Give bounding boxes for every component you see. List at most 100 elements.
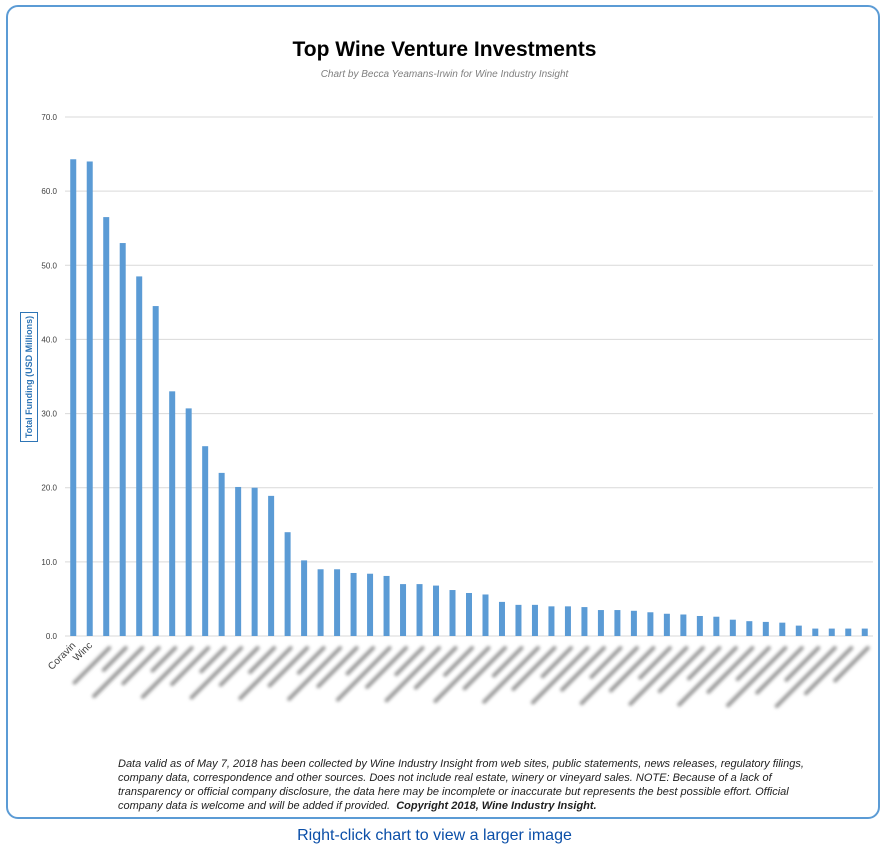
bar xyxy=(383,575,390,636)
obscured-label xyxy=(511,646,557,692)
bar xyxy=(713,616,720,636)
bar xyxy=(630,610,637,636)
bar xyxy=(268,495,275,636)
bar xyxy=(284,532,291,636)
bar xyxy=(581,607,588,636)
bar xyxy=(218,472,225,636)
obscured-label xyxy=(608,646,656,693)
obscured-label xyxy=(755,646,804,695)
obscured-label xyxy=(735,646,771,682)
disclaimer-text: Data valid as of May 7, 2018 has been co… xyxy=(118,758,804,812)
obscured-label xyxy=(774,646,837,708)
obscured-label xyxy=(413,646,458,690)
y-tick-label: 40.0 xyxy=(41,335,57,344)
y-tick-label: 10.0 xyxy=(41,558,57,567)
obscured-label xyxy=(686,646,722,681)
obscured-label xyxy=(267,646,310,688)
obscured-label xyxy=(170,646,211,687)
y-tick-label: 20.0 xyxy=(41,484,57,493)
obscured-label xyxy=(150,646,178,673)
obscured-label xyxy=(189,646,244,700)
bar xyxy=(498,601,505,636)
y-tick-label: 50.0 xyxy=(41,261,57,270)
obscured-x-labels xyxy=(72,646,870,708)
obscured-label xyxy=(92,646,145,699)
obscured-label xyxy=(443,646,474,677)
y-tick-label: 60.0 xyxy=(41,187,57,196)
obscured-label xyxy=(121,646,161,686)
obscured-label xyxy=(365,646,409,689)
bar xyxy=(301,560,308,636)
obscured-label xyxy=(677,646,738,707)
bar xyxy=(152,306,159,636)
obscured-label xyxy=(804,646,854,696)
bar xyxy=(861,628,868,636)
bar xyxy=(235,486,242,636)
bar xyxy=(531,604,538,636)
y-tick-label: 30.0 xyxy=(41,410,57,419)
obscured-label xyxy=(140,646,194,699)
bar xyxy=(169,391,176,636)
bar xyxy=(597,610,604,636)
bar xyxy=(119,243,126,637)
bar xyxy=(746,621,753,636)
obscured-label xyxy=(287,646,343,701)
obscured-label xyxy=(345,646,376,676)
bar-chart: 0.010.020.030.040.050.060.070.0CoravinWi… xyxy=(41,113,873,708)
bar xyxy=(86,161,93,636)
bar xyxy=(729,619,736,636)
obscured-label xyxy=(726,646,788,708)
bar xyxy=(433,585,440,636)
bar xyxy=(762,621,769,636)
chart-subtitle: Chart by Becca Yeamans-Irwin for Wine In… xyxy=(320,69,569,80)
bar xyxy=(367,573,374,636)
y-axis-label-box xyxy=(20,312,38,442)
bar xyxy=(416,584,423,636)
bar xyxy=(103,217,110,637)
chart-title: Top Wine Venture Investments xyxy=(292,38,597,61)
obscured-label xyxy=(589,646,623,679)
bar xyxy=(696,615,703,636)
copyright-text: Copyright 2018, Wine Industry Insight. xyxy=(396,800,597,812)
obscured-label xyxy=(560,646,606,692)
bar xyxy=(795,625,802,636)
bar xyxy=(70,159,77,637)
bar xyxy=(482,594,489,636)
obscured-label xyxy=(316,646,359,689)
obscured-label xyxy=(628,646,689,706)
chart-frame xyxy=(6,5,880,819)
y-tick-label: 0.0 xyxy=(46,632,58,641)
bar xyxy=(466,592,472,636)
bar xyxy=(845,628,852,636)
obscured-label xyxy=(433,646,491,704)
bar xyxy=(449,590,456,636)
footer-hint: Right-click chart to view a larger image xyxy=(297,827,572,844)
obscured-label xyxy=(462,646,507,691)
bar xyxy=(548,606,555,636)
bar xyxy=(202,446,209,636)
obscured-label xyxy=(530,646,590,705)
bar xyxy=(350,572,357,636)
x-tick-label: Winc xyxy=(71,640,95,664)
bar xyxy=(812,628,819,636)
obscured-label xyxy=(638,646,672,680)
obscured-label xyxy=(706,646,755,694)
obscured-label xyxy=(72,646,112,685)
obscured-label xyxy=(482,646,540,704)
obscured-label xyxy=(218,646,260,687)
obscured-label xyxy=(540,646,573,679)
obscured-label xyxy=(296,646,326,675)
bar xyxy=(136,276,143,636)
y-tick-label: 70.0 xyxy=(41,113,57,122)
bar xyxy=(251,487,258,636)
bar xyxy=(515,604,522,636)
obscured-label xyxy=(579,646,639,706)
bar xyxy=(185,408,192,636)
obscured-label xyxy=(238,646,293,701)
bar xyxy=(334,569,341,636)
bar xyxy=(564,606,571,636)
bar xyxy=(647,612,654,636)
data-disclaimer: Data valid as of May 7, 2018 has been co… xyxy=(118,757,808,813)
bar xyxy=(317,569,324,636)
bar xyxy=(614,610,621,636)
